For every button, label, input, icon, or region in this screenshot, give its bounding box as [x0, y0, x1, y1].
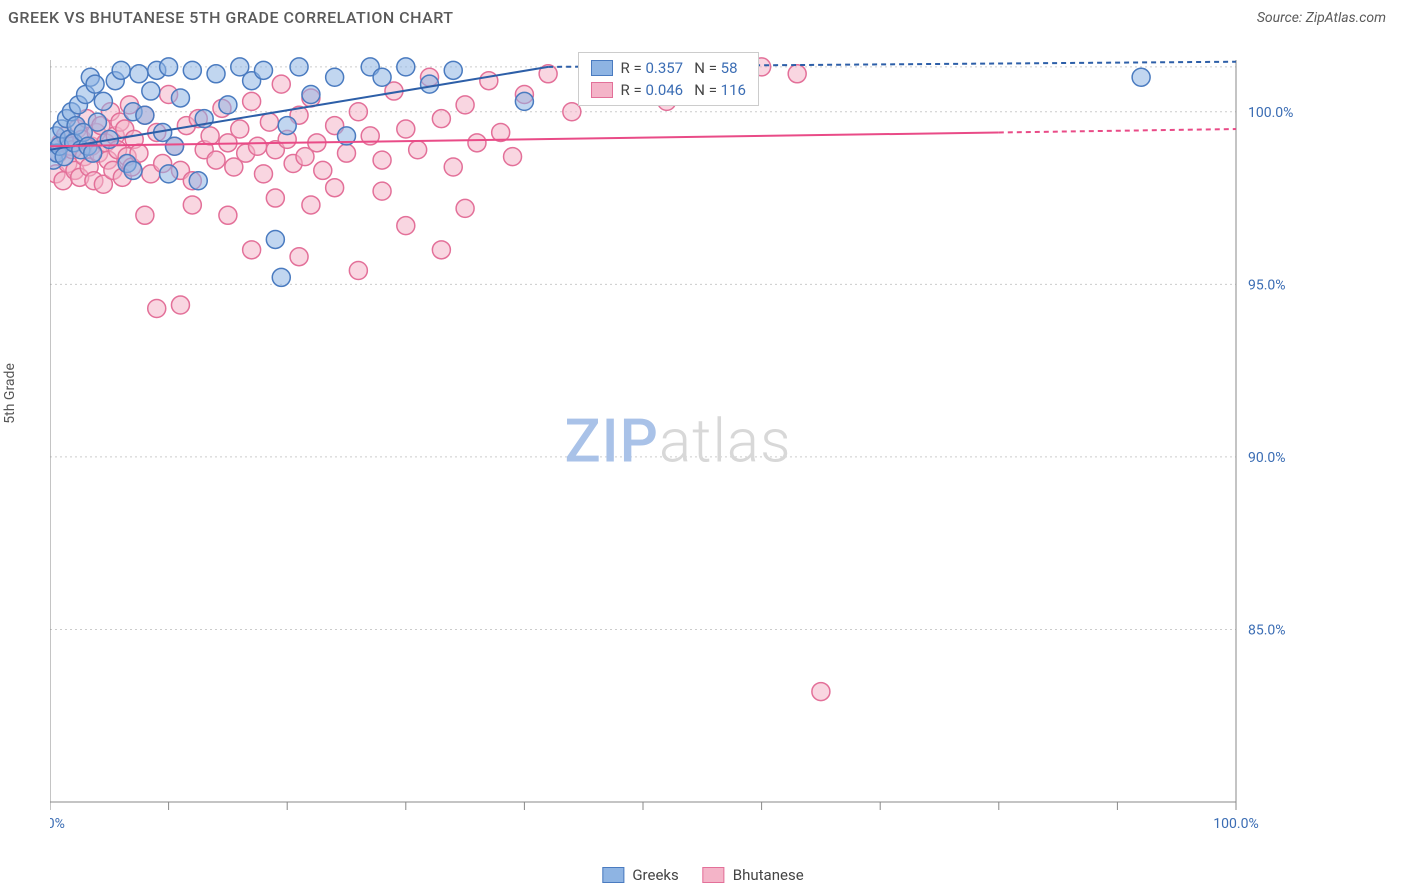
svg-text:100.0%: 100.0% [1248, 105, 1293, 121]
series-swatch [602, 867, 624, 883]
series-swatch [591, 60, 613, 76]
stats-row: R = 0.046 N = 116 [591, 79, 746, 101]
chart-title: GREEK VS BHUTANESE 5TH GRADE CORRELATION… [8, 8, 454, 27]
stats-row: R = 0.357 N = 58 [591, 57, 746, 79]
svg-text:0.0%: 0.0% [50, 816, 65, 832]
bottom-legend: Greeks Bhutanese [602, 866, 803, 884]
svg-text:100.0%: 100.0% [1213, 816, 1258, 832]
legend-item: Bhutanese [703, 866, 804, 884]
svg-text:90.0%: 90.0% [1248, 450, 1286, 466]
legend-item: Greeks [602, 866, 678, 884]
svg-text:95.0%: 95.0% [1248, 277, 1286, 293]
legend-label: Greeks [632, 866, 678, 884]
stats-text: R = 0.357 N = 58 [621, 59, 738, 77]
chart-area: 85.0%90.0%95.0%100.0%0.0%100.0% ZIPatlas… [50, 50, 1306, 832]
chart-source: Source: ZipAtlas.com [1257, 10, 1386, 26]
legend-label: Bhutanese [733, 866, 804, 884]
stats-text: R = 0.046 N = 116 [621, 81, 746, 99]
series-swatch [591, 82, 613, 98]
stats-legend-box: R = 0.357 N = 58 R = 0.046 N = 116 [578, 52, 759, 106]
series-swatch [703, 867, 725, 883]
svg-text:85.0%: 85.0% [1248, 622, 1286, 638]
y-axis-label: 5th Grade [2, 363, 18, 424]
scatter-chart: 85.0% 90.0% 95.0% 100.0% 0.0% 100.0% [50, 50, 1306, 832]
